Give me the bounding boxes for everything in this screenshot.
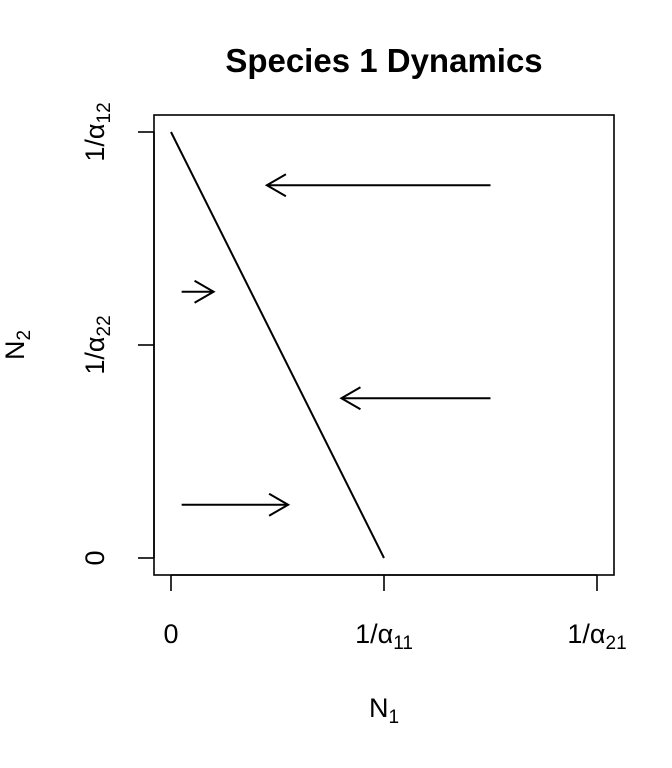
x-tick-label-sub: 21 [606, 633, 627, 654]
flow-arrow [181, 492, 291, 517]
flow-arrow [264, 173, 491, 198]
chart-title: Species 1 Dynamics [225, 42, 542, 79]
x-tick-label: 0 [163, 619, 178, 649]
y-tick-label: 1/α12 [80, 102, 115, 161]
y-axis-title-sub: 2 [14, 330, 35, 341]
x-axis-title-sub: 1 [388, 707, 399, 728]
x-axis-title-base: N [369, 693, 389, 723]
y-tick-label-sub: 12 [94, 102, 115, 123]
y-tick-label-prefix: 1/α [80, 337, 110, 375]
flow-arrow [339, 386, 491, 411]
plot-frame [153, 114, 615, 576]
flow-arrow-head [194, 279, 216, 304]
x-tick-label: 1/α11 [355, 619, 413, 654]
flow-arrow-head [264, 173, 287, 198]
x-tick-label-prefix: 1/α [355, 619, 393, 649]
x-tick-label-prefix: 1/α [567, 619, 605, 649]
plot-marks [170, 131, 491, 559]
y-tick-label-sub: 22 [94, 315, 115, 336]
isocline-line [170, 131, 385, 559]
y-tick-label-prefix: 1/α [80, 124, 110, 162]
y-tick-label: 0 [80, 550, 110, 565]
x-tick-label-prefix: 0 [163, 619, 178, 649]
y-tick-label-prefix: 0 [80, 550, 110, 565]
y-axis-title: N2 [0, 330, 35, 360]
flow-arrow [181, 279, 216, 304]
y-tick-label: 1/α22 [80, 315, 115, 374]
flow-arrow-head [339, 386, 361, 411]
x-tick-label-sub: 11 [393, 633, 413, 654]
x-tick-label: 1/α21 [567, 619, 626, 654]
x-axis-title: N1 [369, 693, 399, 728]
x-axis: 0 1/α11 1/α21 [163, 574, 627, 654]
y-axis-title-base: N [0, 341, 30, 361]
flow-arrow-head [268, 492, 291, 517]
